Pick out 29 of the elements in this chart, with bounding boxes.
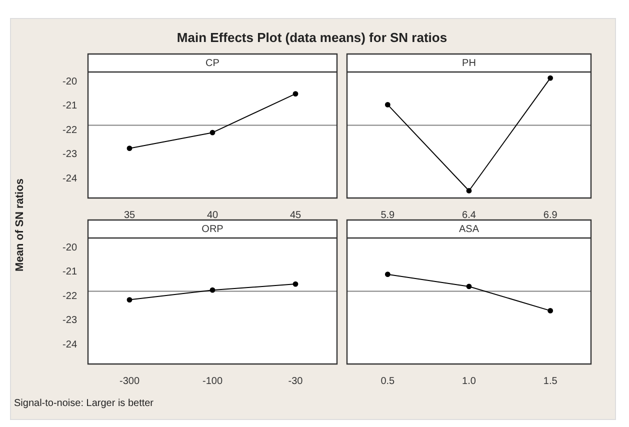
y-tick-label: -24 (62, 339, 78, 350)
y-tick-label: -22 (62, 290, 78, 302)
y-tick-label: -21 (62, 100, 78, 112)
chart-title: PH (462, 58, 476, 69)
y-tick-label: -20 (62, 242, 78, 254)
x-tick-label: 0.5 (380, 376, 396, 387)
x-tick-label: 1.0 (462, 376, 476, 387)
y-axis-title: Mean of SN ratios (14, 178, 26, 272)
chart-title: CP (206, 58, 220, 69)
y-tick-label: -22 (62, 124, 78, 136)
x-tick-label: 45 (290, 210, 302, 221)
x-tick-label: 6.9 (543, 210, 558, 221)
x-tick-label: -300 (119, 376, 140, 387)
x-tick-label: -100 (202, 376, 223, 387)
chart-title: ASA (458, 224, 480, 235)
y-tick-label: -21 (62, 266, 78, 278)
text: Main Effects Plot (data means) for SN ratios (176, 30, 448, 45)
x-tick-label: 5.9 (380, 210, 396, 221)
chart-title: ORP (202, 224, 224, 235)
y-tick-label: -23 (62, 315, 78, 326)
x-tick-label: 1.5 (543, 376, 558, 387)
y-tick-label: -23 (62, 149, 78, 160)
x-tick-label: 40 (206, 210, 218, 221)
x-tick-label: -30 (288, 376, 304, 387)
y-tick-label: -24 (62, 173, 78, 184)
x-tick-label: 6.4 (462, 210, 476, 221)
y-tick-label: -20 (62, 76, 78, 88)
text: Signal-to-noise: Larger is better (14, 398, 154, 409)
x-tick-label: 35 (124, 210, 136, 221)
